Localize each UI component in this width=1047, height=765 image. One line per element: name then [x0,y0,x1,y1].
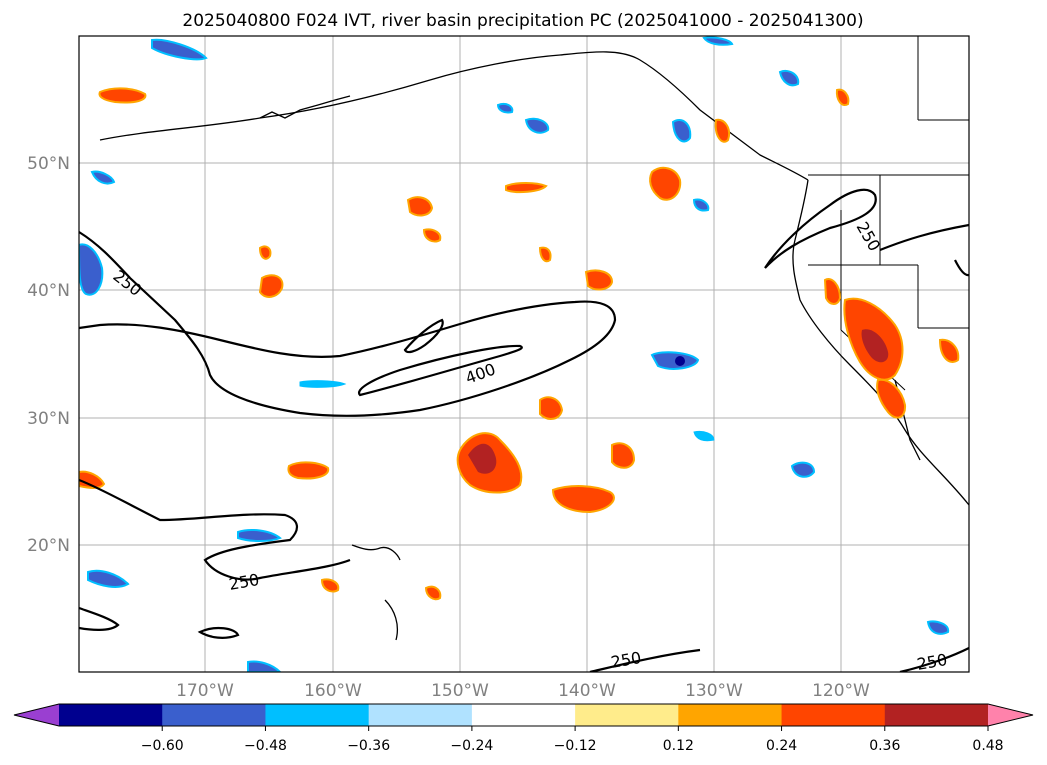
contour-250-bottom-right [899,647,969,672]
contour-250-atlantic [79,231,617,417]
ivt-contours [79,188,969,672]
contour-250-southwest [79,606,120,631]
lon-label-130w: 130°W [685,681,743,701]
gridlines [79,36,969,672]
colorbar-tick-label: −0.24 [450,738,493,754]
lat-labels: 50°N 40°N 30°N 20°N [27,154,70,556]
colorbar-extend-high [988,704,1033,726]
map-background [79,36,969,672]
west-coast-north-america [792,179,969,506]
alaska-coast [559,51,809,181]
map-panel: 250 400 250 250 250 250 [78,35,970,674]
contour-250-inland-2 [954,259,969,277]
colorbar-segment [265,704,370,726]
colorbar-tick-label: −0.60 [141,738,184,754]
contour-250-islet [197,626,240,639]
colorbar-segment [471,704,576,726]
contour-250-south [79,478,351,581]
aleutian-islands [259,95,351,119]
lat-label-50n: 50°N [27,154,70,174]
colorbar-tick-label: 0.24 [766,738,797,754]
colorbar-tick-label: −0.12 [554,738,597,754]
colorbar-segment [59,704,163,726]
colorbar-segment [368,704,473,726]
colorbar-tick-label: 0.48 [972,738,1003,754]
colorbar-tick-label: 0.36 [869,738,900,754]
lon-label-150w: 150°W [431,681,489,701]
lon-label-170w: 170°W [176,681,234,701]
hawaii-islands [351,544,401,561]
colorbar-tick-label: −0.36 [347,738,390,754]
colorbar-segment [678,704,783,726]
contour-400-small [403,318,444,354]
colorbar-segment [575,704,679,726]
hawaii-big-island [384,599,399,641]
colorbar-segment [884,704,989,726]
map-frame [78,35,970,673]
contour-400 [357,344,523,397]
contour-label-250-d: 250 [915,650,948,674]
contour-250-bottom [589,648,701,672]
colorbar-outline [13,703,1034,727]
precip-shading [79,36,960,672]
colorbar-extend-low [14,704,59,726]
colorbar-segment [162,704,266,726]
positive-anomalies [79,87,960,601]
lon-labels: 170°W 160°W 150°W 140°W 130°W 120°W [176,681,870,701]
figure-title: 2025040800 F024 IVT, river basin precipi… [182,11,863,31]
lon-label-120w: 120°W [812,681,870,701]
negative-anomalies [79,36,950,672]
contour-250-west-coast [764,188,877,269]
contour-250-inland [879,223,969,252]
lon-label-140w: 140°W [558,681,616,701]
colorbar-tick-label: −0.48 [244,738,287,754]
lat-label-40n: 40°N [27,281,70,301]
colorbar-tick-label: 0.12 [663,738,694,754]
colorbar-segment [781,704,886,726]
colorbar: −0.60 −0.48 −0.36 −0.24 −0.12 0.12 0.24 0.36 0.4… [13,703,1034,754]
lat-label-20n: 20°N [27,536,70,556]
coastlines [99,51,969,641]
aleutian-chain [99,54,561,141]
lon-label-160w: 160°W [304,681,362,701]
lat-label-30n: 30°N [27,409,70,429]
